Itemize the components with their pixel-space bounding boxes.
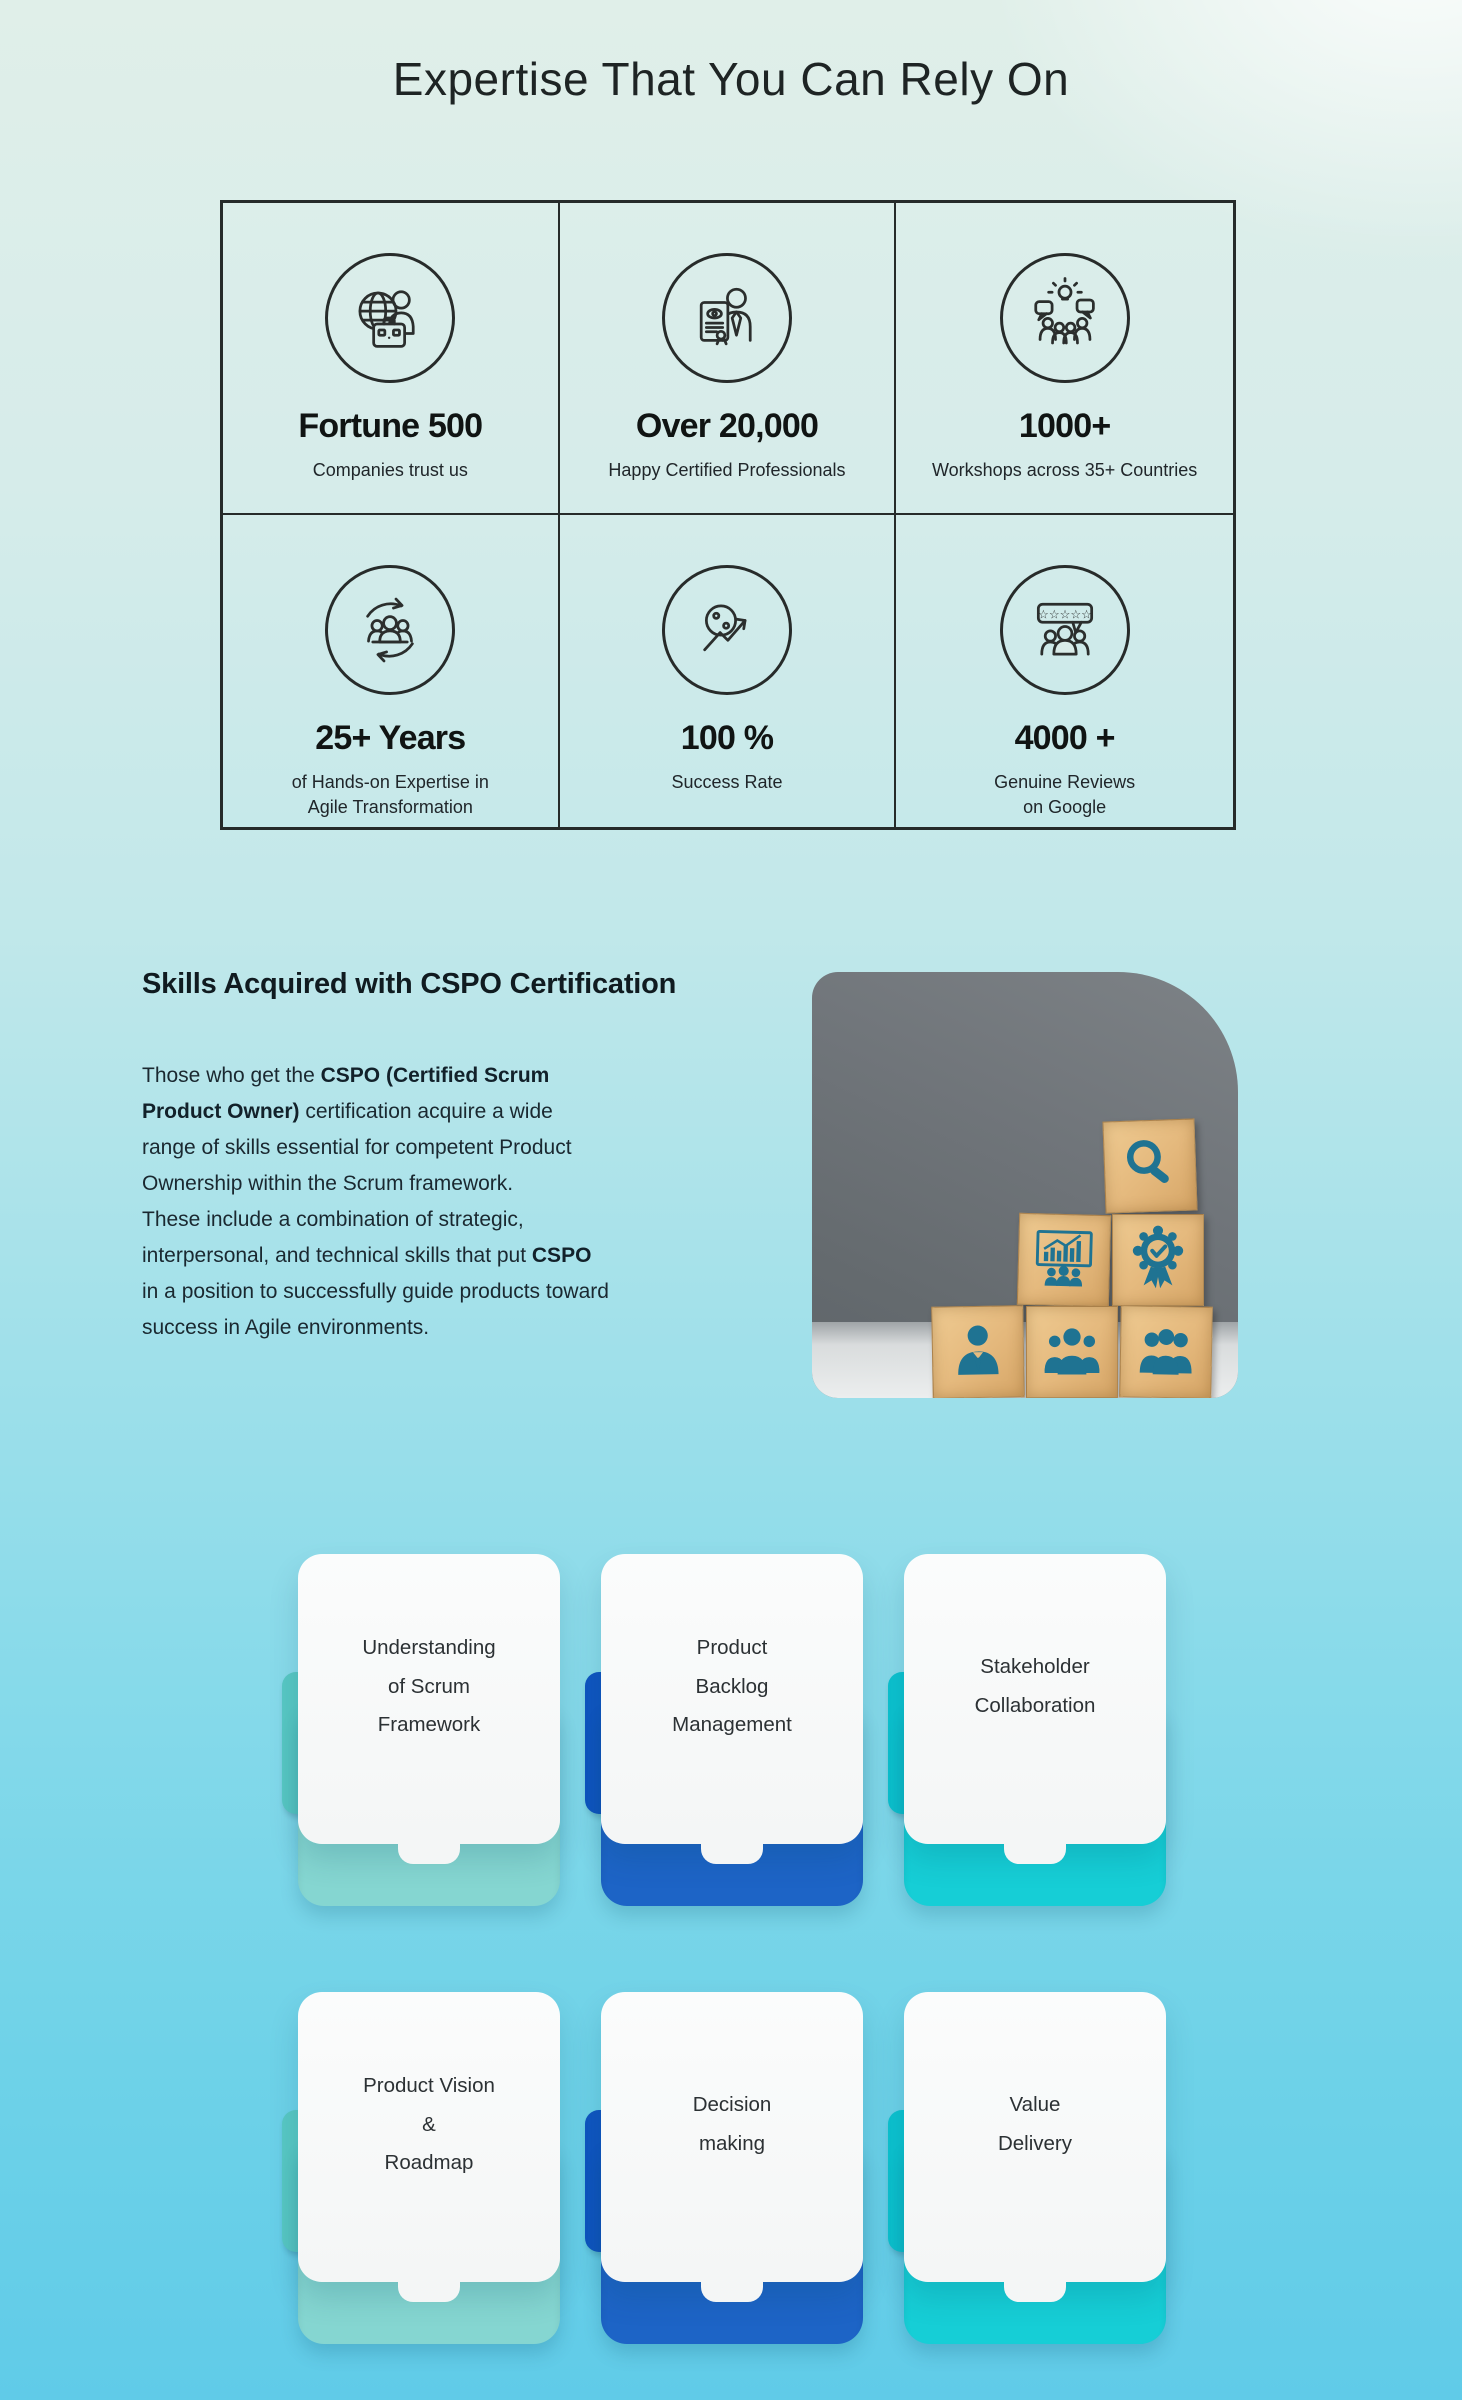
card-label: Stakeholder Collaboration: [974, 1655, 1096, 1717]
stat-fortune-500: Fortune 500 Companies trust us: [223, 203, 560, 515]
block-business-person: [931, 1305, 1025, 1398]
stat-subtitle: Companies trust us: [312, 460, 468, 480]
card-product-vision: Product Vision & Roadmap: [282, 1992, 560, 2344]
stat-title: 4000 +: [1014, 719, 1116, 757]
stat-title: Fortune 500: [298, 407, 483, 445]
card-notch: [1004, 1842, 1066, 1864]
team-group-icon: [1036, 1314, 1108, 1391]
card-label: Decision making: [692, 2093, 772, 2155]
block-team: [1026, 1306, 1118, 1398]
card-notch: [398, 2280, 460, 2302]
stat-success-rate: 100 % Success Rate: [560, 515, 897, 827]
paragraph-bold-cspo-full: CSPO (Certified Scrum Product Owner): [142, 1064, 550, 1123]
award-check-icon: [1122, 1222, 1194, 1299]
card-body: Understanding of Scrum Framework: [298, 1554, 560, 1844]
people-group-icon: [1129, 1313, 1202, 1391]
svg-text:☆☆☆☆☆: ☆☆☆☆☆: [1038, 607, 1092, 621]
card-product-backlog: Product Backlog Management: [585, 1554, 863, 1906]
stat-title: Over 20,000: [635, 407, 819, 445]
stat-workshops: 1000+ Workshops across 35+ Countries: [896, 203, 1233, 515]
card-label: Value Delivery: [997, 2093, 1073, 2155]
stat-title: 1000+: [1018, 407, 1111, 445]
card-label: Product Vision & Roadmap: [363, 2073, 495, 2175]
page-title: Expertise That You Can Rely On: [392, 53, 1070, 105]
stat-subtitle: Success Rate: [671, 772, 783, 792]
stat-subtitle: of Hands-on Expertise in Agile Transform…: [291, 772, 489, 817]
stat-title: 25+ Years: [315, 719, 466, 757]
block-magnifier: [1102, 1118, 1198, 1214]
block-award: [1112, 1214, 1204, 1306]
agile-team-cycle-icon: [325, 565, 456, 695]
globe-person-briefcase-icon: [325, 253, 456, 383]
paragraph-text: in a position to successfully guide prod…: [142, 1280, 609, 1339]
workshop-discussion-icon: [999, 253, 1130, 383]
skills-heading: Skills Acquired with CSPO Certification: [142, 968, 677, 1000]
paragraph-text: Those who get the: [142, 1064, 321, 1087]
cspo-blocks-photo: [812, 972, 1238, 1398]
card-notch: [1004, 2280, 1066, 2302]
skill-cards-row-1: Understanding of Scrum Framework Product…: [282, 1554, 1166, 1906]
card-decision-making: Decision making: [585, 1992, 863, 2344]
card-body: Decision making: [601, 1992, 863, 2282]
stat-google-reviews: ☆☆☆☆☆ 4000 + Genuine Reviews on Google: [896, 515, 1233, 827]
card-label: Product Backlog Management: [672, 1635, 792, 1737]
skills-paragraph: Those who get the CSPO (Certified Scrum …: [142, 1058, 802, 1346]
stats-grid: Fortune 500 Companies trust us Over 20,0…: [220, 200, 1236, 830]
paragraph-text: certification acquire a wide range of sk…: [142, 1100, 572, 1267]
stat-title: 100 %: [680, 719, 774, 757]
stat-subtitle: Happy Certified Professionals: [608, 460, 846, 480]
card-body: Stakeholder Collaboration: [904, 1554, 1166, 1844]
card-body: Product Vision & Roadmap: [298, 1992, 560, 2282]
card-body: Product Backlog Management: [601, 1554, 863, 1844]
card-notch: [701, 1842, 763, 1864]
stat-subtitle: Genuine Reviews on Google: [994, 772, 1136, 817]
card-understanding-scrum: Understanding of Scrum Framework: [282, 1554, 560, 1906]
stat-years-expertise: 25+ Years of Hands-on Expertise in Agile…: [223, 515, 560, 827]
block-chart: [1016, 1212, 1112, 1308]
paragraph-bold-cspo: CSPO: [531, 1244, 592, 1267]
card-body: Value Delivery: [904, 1992, 1166, 2282]
business-person-icon: [941, 1313, 1014, 1391]
five-star-reviews-icon: ☆☆☆☆☆: [999, 565, 1130, 695]
card-stakeholder-collaboration: Stakeholder Collaboration: [888, 1554, 1166, 1906]
card-notch: [398, 1842, 460, 1864]
stat-certified-professionals: Over 20,000 Happy Certified Professional…: [559, 203, 897, 515]
card-label: Understanding of Scrum Framework: [362, 1635, 496, 1737]
card-notch: [701, 2280, 763, 2302]
magnifying-glass-icon: [1113, 1126, 1188, 1205]
skill-cards-row-2: Product Vision & Roadmap Decision making…: [282, 1992, 1166, 2344]
growth-chart-presentation-icon: [1027, 1221, 1101, 1300]
certified-professional-icon: [661, 253, 792, 383]
block-people: [1119, 1305, 1213, 1398]
stat-subtitle: Workshops across 35+ Countries: [932, 460, 1198, 480]
card-value-delivery: Value Delivery: [888, 1992, 1166, 2344]
percent-growth-icon: [661, 565, 792, 695]
